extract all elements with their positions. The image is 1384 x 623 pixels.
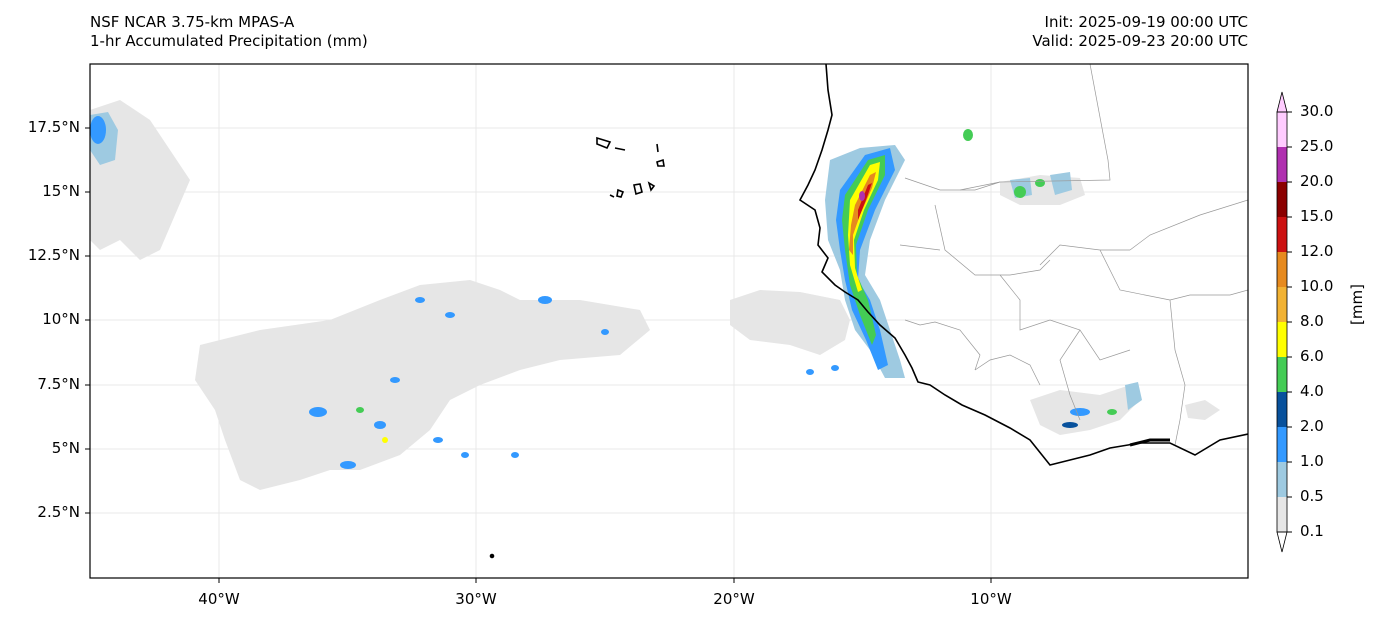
colorbar-segment [1277, 217, 1287, 252]
convective-cells [90, 116, 1117, 469]
init-time: Init: 2025-09-19 00:00 UTC [1044, 13, 1248, 31]
colorbar-segment [1277, 462, 1287, 497]
colorbar-segment [1277, 112, 1287, 147]
colorbar-level-label: 10.0 [1300, 277, 1334, 295]
colorbar-level-label: 0.1 [1300, 522, 1324, 540]
light-precip-areas [90, 100, 1220, 490]
colorbar-segment [1277, 497, 1287, 532]
map-border [89, 63, 1249, 579]
colorbar-segment [1277, 392, 1287, 427]
variable-name: 1-hr Accumulated Precipitation (mm) [90, 32, 368, 50]
colorbar-level-label: 25.0 [1300, 137, 1334, 155]
lat-label-17-5: 17.5°N [27, 118, 80, 136]
colorbar-level-label: 30.0 [1300, 102, 1334, 120]
colorbar-level-label: 20.0 [1300, 172, 1334, 190]
colorbar-segment [1277, 427, 1287, 462]
colorbar-segment [1277, 252, 1287, 287]
gridlines [90, 64, 1248, 578]
colorbar [1276, 91, 1292, 553]
model-name: NSF NCAR 3.75-km MPAS-A [90, 13, 295, 31]
colorbar-segment [1277, 357, 1287, 392]
colorbar-level-label: 15.0 [1300, 207, 1334, 225]
axis-ticks [85, 127, 992, 583]
colorbar-extend-max [1276, 91, 1288, 113]
heavy-precip-band [836, 148, 895, 370]
colorbar-level-label: 0.5 [1300, 487, 1324, 505]
lat-label-15: 15°N [42, 182, 80, 200]
lon-label-30w: 30°W [455, 590, 497, 608]
colorbar-level-label: 6.0 [1300, 347, 1324, 365]
lon-label-20w: 20°W [713, 590, 755, 608]
colorbar-segment [1277, 147, 1287, 182]
time-info: Init: 2025-09-19 00:00 UTC Valid: 2025-0… [1032, 13, 1248, 51]
colorbar-level-label: 8.0 [1300, 312, 1324, 330]
colorbar-level-label: 2.0 [1300, 417, 1324, 435]
colorbar-segment [1277, 287, 1287, 322]
lon-label-40w: 40°W [198, 590, 240, 608]
colorbar-extend-min [1276, 531, 1288, 553]
lat-label-7-5: 7.5°N [37, 375, 80, 393]
colorbar-segment [1277, 322, 1287, 357]
country-borders [899, 64, 1248, 446]
colorbar-unit: [mm] [1348, 284, 1366, 325]
map-content [90, 64, 1248, 578]
colorbar-level-label: 4.0 [1300, 382, 1324, 400]
lat-label-2-5: 2.5°N [37, 503, 80, 521]
lat-label-10: 10°N [42, 310, 80, 328]
lat-label-5: 5°N [51, 439, 80, 457]
colorbar-level-label: 12.0 [1300, 242, 1334, 260]
lon-label-10w: 10°W [970, 590, 1012, 608]
lat-label-12-5: 12.5°N [27, 246, 80, 264]
valid-time: Valid: 2025-09-23 20:00 UTC [1032, 32, 1248, 50]
coastline [489, 64, 1248, 559]
colorbar-level-label: 1.0 [1300, 452, 1324, 470]
colorbar-segment [1277, 182, 1287, 217]
map-title: NSF NCAR 3.75-km MPAS-A 1-hr Accumulated… [90, 13, 368, 51]
